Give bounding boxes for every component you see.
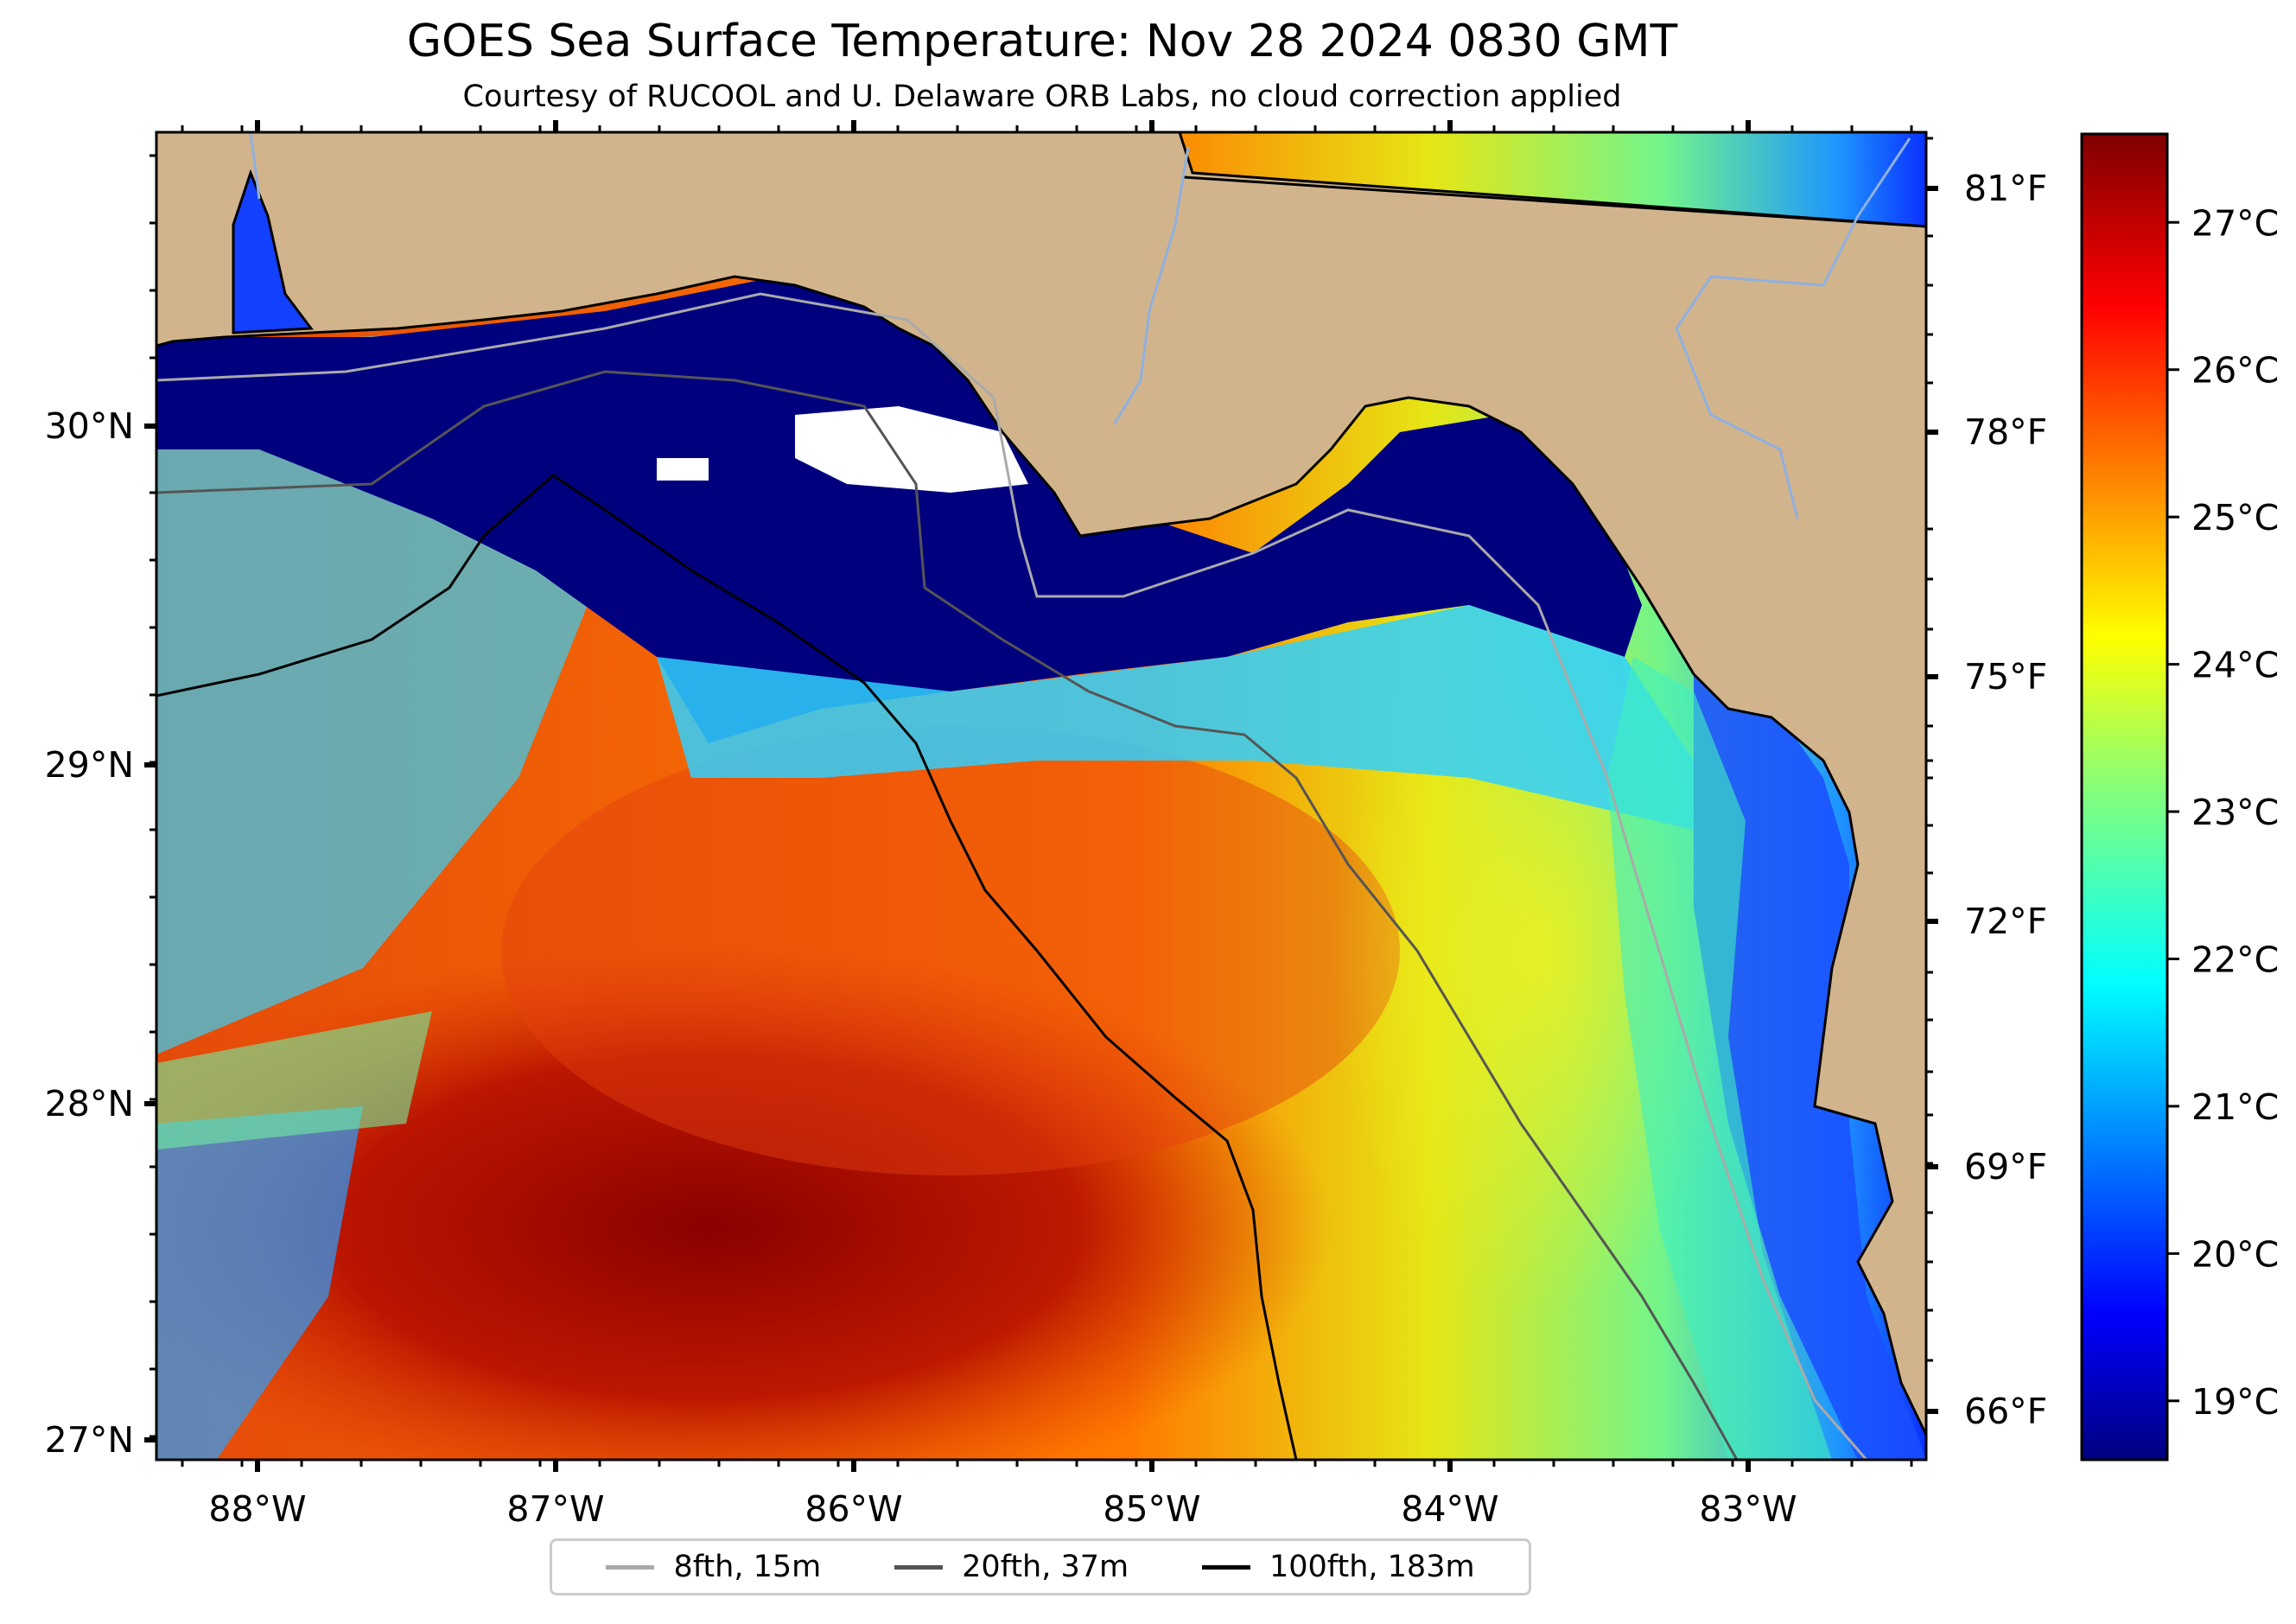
fahrenheit-tick-label: 75°F — [1964, 656, 2047, 697]
cool-patch-southwest — [156, 1106, 363, 1460]
fahrenheit-tick-label: 78°F — [1964, 411, 2047, 453]
map-subtitle: Courtesy of RUCOOL and U. Delaware ORB L… — [462, 80, 1622, 114]
cloud-patch — [795, 406, 1028, 493]
colorbar-tick-label: 25°C — [2191, 497, 2279, 538]
axis-ticks — [144, 120, 1938, 1472]
map-title: GOES Sea Surface Temperature: Nov 28 202… — [406, 16, 1678, 67]
shelf-transition — [657, 605, 1694, 830]
green-patch-southwest — [156, 1011, 432, 1150]
colorbar-tick-label: 19°C — [2191, 1381, 2279, 1423]
latitude-axis: 30°N 29°N 28°N 27°N — [45, 405, 134, 1461]
mobile-bay — [232, 169, 314, 334]
sst-field — [156, 132, 1926, 1460]
colorbar-labels: 27°C 26°C 25°C 24°C 23°C 22°C 21°C 20°C 19°C — [2167, 202, 2279, 1423]
legend-swatch-100fth — [1201, 1564, 1250, 1570]
land-mass — [156, 132, 1926, 1436]
colorbar — [2080, 132, 2169, 1462]
legend-item-8fth: 8fth, 15m — [606, 1550, 821, 1584]
lon-tick-label: 85°W — [1103, 1488, 1200, 1530]
colorbar-tick-label: 27°C — [2191, 202, 2279, 244]
lon-tick-label: 88°W — [208, 1488, 306, 1530]
state-border — [1183, 175, 1926, 228]
lon-tick-label: 86°W — [805, 1488, 902, 1530]
legend-item-20fth: 20fth, 37m — [894, 1550, 1129, 1584]
peninsula-coastal-strip — [1694, 622, 1926, 1460]
warm-core — [156, 942, 1331, 1460]
lon-tick-label: 84°W — [1401, 1488, 1498, 1530]
lon-tick-label: 87°W — [506, 1488, 604, 1530]
isobath-100fth — [156, 474, 1298, 1460]
legend-label-8fth: 8fth, 15m — [673, 1550, 822, 1584]
lon-tick-label: 83°W — [1699, 1488, 1797, 1530]
colorbar-tick-label: 26°C — [2191, 350, 2279, 392]
colorbar-tick-label: 24°C — [2191, 645, 2279, 686]
river — [1675, 137, 1911, 519]
isobath-20fth — [156, 370, 1739, 1460]
legend-swatch-20fth — [894, 1564, 944, 1570]
fahrenheit-tick-label: 69°F — [1964, 1146, 2047, 1188]
isobath-legend: 8fth, 15m 20fth, 37m 100fth, 183m — [550, 1538, 1531, 1595]
legend-swatch-8fth — [606, 1564, 655, 1570]
fahrenheit-tick-label: 81°F — [1964, 168, 2047, 209]
colorbar-tick-label: 21°C — [2191, 1086, 2279, 1128]
cloud-speck — [657, 458, 709, 481]
lat-tick-label: 30°N — [45, 405, 134, 447]
legend-label-20fth: 20fth, 37m — [962, 1550, 1129, 1584]
lat-tick-label: 28°N — [45, 1083, 134, 1124]
map-frame — [155, 131, 1928, 1462]
lat-tick-label: 29°N — [45, 744, 134, 786]
colorbar-tick-label: 20°C — [2191, 1233, 2279, 1275]
fahrenheit-tick-label: 72°F — [1964, 901, 2047, 942]
river — [1113, 146, 1190, 424]
fahrenheit-axis: 81°F 78°F 75°F 72°F 69°F 66°F — [1964, 168, 2047, 1432]
fahrenheit-tick-label: 66°F — [1964, 1391, 2047, 1432]
colorbar-tick-label: 23°C — [2191, 792, 2279, 833]
longitude-axis: 88°W 87°W 86°W 85°W 84°W 83°W — [208, 1488, 1797, 1530]
colorbar-tick-label: 22°C — [2191, 939, 2279, 980]
isobath-8fth — [156, 292, 1868, 1460]
peninsula-inner-band — [1607, 657, 1832, 1460]
legend-label-100fth: 100fth, 183m — [1269, 1550, 1475, 1584]
river — [249, 132, 261, 200]
warm-band — [501, 726, 1400, 1175]
legend-item-100fth: 100fth, 183m — [1201, 1550, 1475, 1584]
lat-tick-label: 27°N — [45, 1419, 134, 1461]
